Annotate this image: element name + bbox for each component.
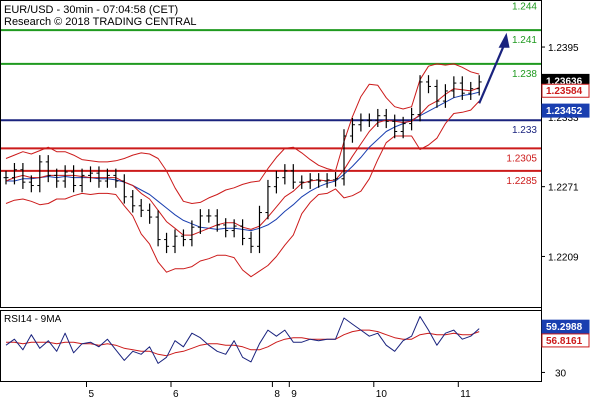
price-badge-label: 1.23636 [546,76,583,87]
forecast-arrow-shaft [478,43,506,104]
x-tick-label: 11 [460,389,471,400]
level-label: 1.241 [512,35,537,46]
chart-subtitle: Research © 2018 TRADING CENTRAL [4,16,197,28]
level-label: 1.2285 [506,176,537,187]
level-label: 1.233 [512,125,537,136]
price-series-layer [3,32,510,278]
band-upper-line [5,63,480,204]
levels-layer: 1.244 1.241 1.238 1.233 1.2305 1.2285 [1,1,541,187]
rsi-badge [541,319,590,334]
indicator-series-layer [5,316,480,364]
rsi-badge [541,333,590,348]
x-tick-label: 6 [173,389,179,400]
x-tick-label: 10 [376,389,388,400]
level-label: 1.238 [512,69,537,80]
price-tick-label: 1.2209 [548,252,579,263]
moving-average-line [6,91,480,232]
price-tick-label: 1.2333 [548,113,579,124]
rsi-line [5,316,480,364]
rsi-badge-label: 56.8161 [546,336,583,347]
price-badge [541,103,590,118]
rsi-ma-line [6,329,480,357]
fast-average-line [5,87,480,236]
price-badge-label: 1.23452 [546,106,583,117]
price-panel-frame [0,0,542,308]
x-tick-label: 5 [89,389,95,400]
price-badge [541,83,590,98]
level-label: 1.244 [512,1,537,12]
indicator-label: RSI14 - 9MA [4,314,62,325]
price-tick-label: 1.2395 [548,43,579,54]
level-label: 1.2305 [506,153,537,164]
forecast-arrow-head [498,32,510,48]
indicator-panel-frame [0,310,542,382]
price-badge-label: 1.23584 [546,86,583,97]
band-lower-line [5,100,480,278]
price-tick-label: 1.2271 [548,183,579,194]
chart-title: EUR/USD - 30min - 07:04:58 (CET) [4,4,178,16]
rsi-badge-label: 59.2988 [546,322,583,333]
rsi-tick-label: 30 [555,368,567,379]
x-tick-label: 8 [274,389,280,400]
x-tick-label: 9 [291,389,297,400]
